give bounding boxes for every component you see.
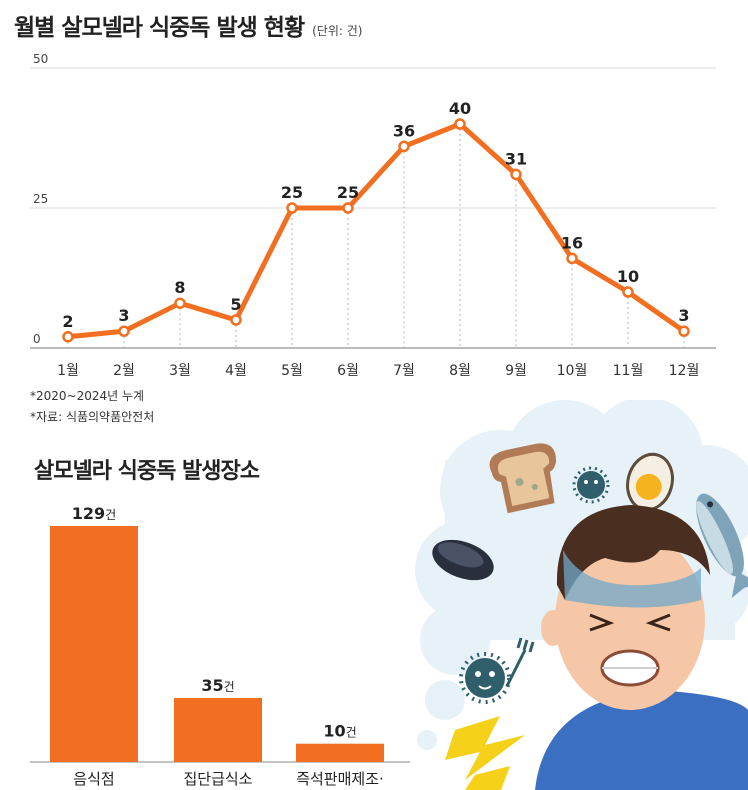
illustration — [415, 400, 748, 790]
bar-category-label: 집단급식소 — [183, 770, 252, 788]
x-tick-label: 1월 — [57, 363, 79, 379]
data-label: 25 — [337, 183, 359, 202]
bar-value-label: 35건 — [201, 676, 234, 695]
germ-icon — [572, 466, 610, 504]
note-source: *자료: 식품의약품안전처 — [30, 410, 155, 424]
bar — [50, 526, 138, 762]
x-tick-label: 3월 — [169, 363, 191, 379]
germ-with-fork-icon — [459, 637, 535, 704]
x-tick-label: 12월 — [669, 363, 700, 379]
sick-boy-icon — [535, 505, 748, 790]
fish-icon — [696, 493, 748, 598]
data-point — [398, 140, 410, 153]
data-point — [174, 297, 186, 309]
note-period: *2020~2024년 누계 — [30, 389, 145, 403]
line-chart: 0 25 50 2 1월 3 2월 8 3월 5 4월 25 5월 25 6월 36 7월 40 8월 31 9월 16 1… — [30, 52, 716, 379]
x-tick-label: 6월 — [337, 363, 359, 379]
data-point — [230, 314, 242, 326]
mussel-icon — [432, 539, 494, 581]
x-tick-label: 4월 — [225, 363, 247, 379]
data-point — [342, 202, 354, 214]
bread-icon — [489, 443, 557, 514]
y-tick-label: 50 — [33, 52, 48, 66]
data-label: 10 — [617, 267, 639, 286]
line-chart-title: 월별 살모넬라 식중독 발생 현황 (단위: 건) — [14, 15, 363, 41]
x-tick-label: 5월 — [281, 363, 303, 379]
x-tick-label: 8월 — [449, 363, 471, 379]
data-point — [622, 286, 634, 298]
bar-category-label: 음식점 — [73, 770, 114, 788]
data-point — [678, 325, 690, 337]
x-tick-label: 2월 — [113, 363, 135, 379]
data-label: 36 — [393, 121, 415, 140]
data-label: 40 — [449, 99, 471, 118]
bar-value-label: 129건 — [72, 504, 116, 523]
data-point — [510, 168, 522, 181]
bar-chart-title: 살모넬라 식중독 발생장소 — [34, 459, 260, 484]
data-point — [62, 331, 74, 343]
data-label: 2 — [62, 312, 73, 331]
data-label: 31 — [505, 149, 527, 168]
data-label: 16 — [561, 233, 583, 252]
bar-category-label: 즉석판매제조· — [296, 770, 384, 788]
bar-value-label: 10건 — [323, 722, 356, 741]
data-point — [286, 202, 298, 214]
line-chart-unit: (단위: 건) — [312, 24, 363, 38]
bar — [174, 697, 262, 762]
x-tick-label: 10월 — [557, 363, 588, 379]
data-label: 8 — [174, 278, 185, 297]
data-point — [454, 118, 466, 130]
data-point — [118, 325, 130, 337]
data-label: 3 — [118, 306, 129, 325]
x-tick-label: 9월 — [505, 363, 527, 379]
lightning-icon — [445, 716, 525, 790]
x-tick-label: 11월 — [613, 363, 644, 379]
y-tick-label: 0 — [33, 332, 41, 346]
data-label: 3 — [678, 306, 689, 325]
data-point — [566, 252, 578, 265]
series-line — [65, 121, 687, 340]
x-tick-label: 7월 — [393, 363, 415, 379]
y-tick-label: 25 — [33, 192, 48, 206]
data-label: 5 — [230, 295, 241, 314]
bar — [296, 743, 384, 762]
data-label: 25 — [281, 183, 303, 202]
